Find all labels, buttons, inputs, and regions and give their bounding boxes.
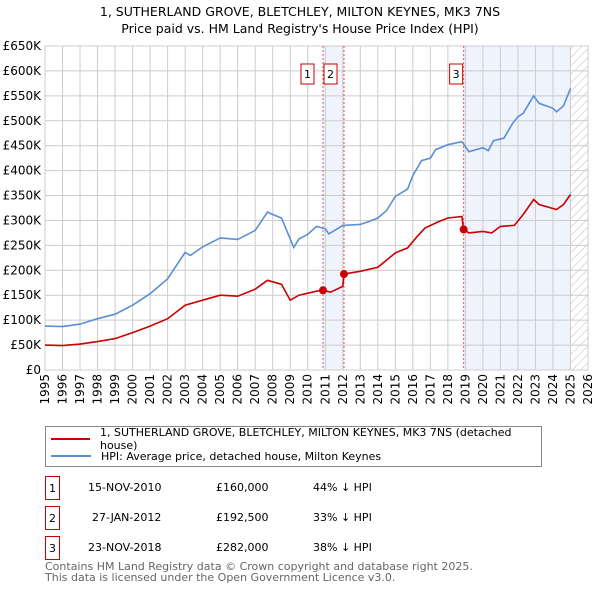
- x-tick-label: 1998: [91, 374, 105, 405]
- y-tick-label: £200K: [3, 263, 43, 277]
- plot-frame: [44, 45, 589, 371]
- y-tick-label: £150K: [3, 288, 43, 302]
- marker-label: 3: [453, 68, 460, 81]
- x-tick-label: 2014: [371, 374, 385, 405]
- x-tick-label: 1996: [56, 374, 70, 405]
- transaction-date: 15-NOV-2010: [88, 481, 162, 494]
- transaction-number: 2: [45, 506, 60, 530]
- x-tick-label: 2023: [528, 374, 542, 405]
- transaction-number: 3: [45, 536, 60, 560]
- x-tick-label: 2002: [161, 374, 175, 405]
- marker-label: 1: [304, 68, 311, 81]
- legend-swatch-red: [51, 438, 90, 440]
- y-tick-label: £600K: [3, 64, 43, 78]
- transaction-price: £282,000: [216, 541, 269, 554]
- x-tick-label: 1997: [73, 374, 87, 405]
- transaction-row: 1 15-NOV-2010 £160,000 44% ↓ HPI: [45, 476, 545, 500]
- transaction-hpi: 38% ↓ HPI: [313, 541, 372, 554]
- sale-point: [340, 270, 349, 279]
- x-tick-label: 1999: [108, 374, 122, 405]
- y-tick-label: £0: [26, 363, 41, 377]
- chart-title: 1, SUTHERLAND GROVE, BLETCHLEY, MILTON K…: [99, 4, 501, 19]
- price-chart: £0 £50K £100K £150K £200K £250K £300K £350K £400…: [3, 39, 595, 405]
- x-tick-label: 2013: [353, 374, 367, 405]
- shaded-range: [463, 46, 571, 370]
- y-tick-label: £400K: [3, 164, 43, 178]
- x-tick-label: 2006: [231, 374, 245, 405]
- y-tick-label: £50K: [10, 338, 42, 352]
- transaction-number: 1: [45, 476, 60, 500]
- x-tick-label: 2005: [213, 374, 227, 405]
- transaction-hpi: 44% ↓ HPI: [313, 481, 372, 494]
- x-tick-label: 2020: [476, 374, 490, 405]
- marker-box: [449, 63, 464, 85]
- x-tick-label: 2017: [423, 374, 437, 405]
- x-tick-label: 2003: [178, 374, 192, 405]
- transaction-row: 3 23-NOV-2018 £282,000 38% ↓ HPI: [45, 536, 545, 560]
- legend-item-property: 1, SUTHERLAND GROVE, BLETCHLEY, MILTON K…: [51, 426, 541, 452]
- y-tick-label: £300K: [3, 213, 43, 227]
- marker-box: [323, 63, 338, 85]
- x-tick-label: 2019: [458, 374, 472, 405]
- x-tick-label: 2012: [336, 374, 350, 405]
- chart-subtitle: Price paid vs. HM Land Registry's House …: [121, 21, 479, 36]
- x-tick-label: 2015: [388, 374, 402, 405]
- footer-copyright: Contains HM Land Registry data © Crown c…: [45, 560, 473, 573]
- forecast-hatch: [570, 46, 588, 370]
- x-tick-label: 2016: [406, 374, 420, 405]
- x-tick-label: 2009: [283, 374, 297, 405]
- marker-label: 2: [327, 68, 334, 81]
- legend-item-hpi: HPI: Average price, detached house, Milt…: [51, 448, 381, 464]
- transaction-date: 27-JAN-2012: [92, 511, 162, 524]
- transaction-price: £160,000: [216, 481, 269, 494]
- shaded-range: [322, 46, 345, 370]
- x-tick-label: 2000: [126, 374, 140, 405]
- transaction-row: 2 27-JAN-2012 £192,500 33% ↓ HPI: [45, 506, 545, 530]
- x-tick-label: 2022: [511, 374, 525, 405]
- footer-licence: This data is licensed under the Open Gov…: [45, 571, 396, 584]
- x-tick-label: 2001: [143, 374, 157, 405]
- sale-point: [459, 225, 468, 234]
- marker-box: [300, 63, 315, 85]
- legend-label-property: 1, SUTHERLAND GROVE, BLETCHLEY, MILTON K…: [99, 426, 512, 452]
- hpi-line: [44, 88, 572, 328]
- y-tick-label: £450K: [3, 139, 43, 153]
- y-tick-label: £250K: [3, 238, 43, 252]
- sale-point: [318, 286, 327, 295]
- transaction-hpi: 33% ↓ HPI: [313, 511, 372, 524]
- x-tick-label: 2024: [546, 374, 560, 405]
- y-tick-label: £550K: [3, 89, 43, 103]
- y-tick-label: £350K: [3, 189, 43, 203]
- x-tick-label: 2004: [196, 374, 210, 405]
- x-tick-label: 2008: [266, 374, 280, 405]
- legend-label-hpi: HPI: Average price, detached house, Milt…: [101, 449, 382, 463]
- y-tick-label: £500K: [3, 114, 43, 128]
- x-tick-label: 2010: [301, 374, 315, 405]
- legend: 1, SUTHERLAND GROVE, BLETCHLEY, MILTON K…: [45, 426, 542, 467]
- y-tick-label: £100K: [3, 313, 43, 327]
- x-tick-label: 2025: [563, 374, 577, 405]
- x-tick-label: 2011: [318, 374, 332, 405]
- x-tick-label: 2007: [248, 374, 262, 405]
- x-tick-label: 2026: [581, 374, 595, 405]
- transaction-date: 23-NOV-2018: [88, 541, 162, 554]
- x-tick-label: 2018: [441, 374, 455, 405]
- transaction-price: £192,500: [216, 511, 269, 524]
- x-tick-label: 1995: [38, 374, 52, 405]
- y-tick-label: £650K: [3, 39, 43, 53]
- x-tick-label: 2021: [493, 374, 507, 405]
- legend-swatch-blue: [51, 455, 91, 457]
